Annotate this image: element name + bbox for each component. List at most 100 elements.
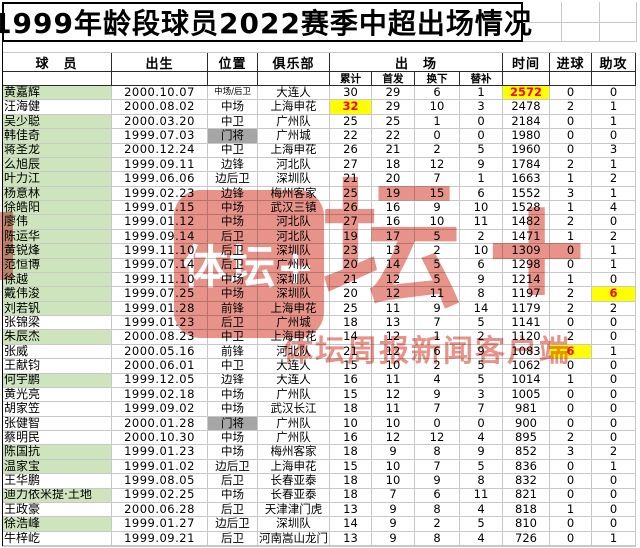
column-header-born[interactable]: 出生 <box>112 53 208 72</box>
cell-sub_on[interactable]: 11 <box>460 215 503 230</box>
cell-name[interactable]: 张威 <box>2 344 112 360</box>
cell-pos[interactable]: 边后卫 <box>208 517 258 532</box>
cell-born[interactable]: 1999.01.12 <box>112 215 208 230</box>
cell-sub_on[interactable]: 3 <box>460 100 503 115</box>
column-header-assists[interactable]: 助攻 <box>592 53 636 72</box>
subheader-blank[interactable] <box>2 72 112 86</box>
cell-starts[interactable]: 10 <box>372 474 415 489</box>
cell-apps[interactable]: 18 <box>330 316 372 331</box>
cell-starts[interactable]: 29 <box>372 100 415 115</box>
cell-assists[interactable]: 0 <box>592 316 636 331</box>
cell-starts[interactable]: 16 <box>372 215 415 230</box>
cell-born[interactable]: 1999.07.03 <box>112 129 208 144</box>
cell-apps[interactable]: 25 <box>330 114 372 130</box>
cell-minutes[interactable]: 832 <box>503 474 550 489</box>
cell-club[interactable]: 深圳队 <box>258 517 330 532</box>
cell-sub_off[interactable]: 0 <box>415 416 460 431</box>
cell-sub_on[interactable]: 9 <box>460 445 503 460</box>
cell-apps[interactable]: 21 <box>330 344 372 360</box>
cell-assists[interactable]: 0 <box>592 488 636 503</box>
subheader-blank[interactable] <box>258 72 330 86</box>
cell-pos[interactable]: 中场 <box>208 431 258 446</box>
cell-sub_off[interactable]: 7 <box>415 459 460 475</box>
cell-sub_on[interactable]: 5 <box>460 373 503 388</box>
cell-name[interactable]: 杨意林 <box>2 186 112 201</box>
cell-sub_off[interactable]: 4 <box>415 373 460 388</box>
cell-sub_on[interactable]: 6 <box>460 186 503 201</box>
cell-name[interactable]: 王献钧 <box>2 359 112 374</box>
cell-born[interactable]: 1999.01.28 <box>112 301 208 316</box>
cell-pos[interactable]: 中场 <box>208 445 258 460</box>
cell-born[interactable]: 1999.02.18 <box>112 387 208 403</box>
cell-minutes[interactable]: 1062 <box>503 359 550 374</box>
cell-club[interactable]: 河北队 <box>258 157 330 173</box>
cell-sub_on[interactable]: 0 <box>460 129 503 144</box>
cell-sub_off[interactable]: 9 <box>415 474 460 489</box>
cell-apps[interactable]: 27 <box>330 157 372 173</box>
cell-name[interactable]: 廖伟 <box>2 215 112 230</box>
cell-pos[interactable]: 门将 <box>208 416 258 431</box>
cell-minutes[interactable]: 852 <box>503 445 550 460</box>
cell-goals[interactable]: 0 <box>550 531 592 546</box>
cell-starts[interactable]: 10 <box>372 359 415 374</box>
cell-goals[interactable]: 0 <box>550 143 592 158</box>
cell-minutes[interactable]: 2184 <box>503 114 550 130</box>
cell-minutes[interactable]: 2478 <box>503 100 550 115</box>
cell-name[interactable]: 黄锐烽 <box>2 244 112 259</box>
cell-club[interactable]: 梅州客家 <box>258 186 330 201</box>
cell-starts[interactable]: 9 <box>372 445 415 460</box>
cell-starts[interactable]: 11 <box>372 301 415 316</box>
cell-born[interactable]: 2000.10.07 <box>112 86 208 101</box>
cell-born[interactable]: 1999.09.14 <box>112 229 208 245</box>
cell-sub_on[interactable]: 10 <box>460 201 503 216</box>
cell-born[interactable]: 1999.01.02 <box>112 459 208 475</box>
cell-born[interactable]: 1999.07.14 <box>112 258 208 273</box>
cell-club[interactable]: 天津津门虎 <box>258 502 330 518</box>
cell-club[interactable]: 广州队 <box>258 387 330 403</box>
cell-name[interactable]: 陈运华 <box>2 229 112 245</box>
cell-starts[interactable]: 12 <box>372 344 415 360</box>
cell-born[interactable]: 2000.08.23 <box>112 330 208 345</box>
cell-sub_on[interactable]: 4 <box>460 431 503 446</box>
cell-starts[interactable]: 14 <box>372 258 415 273</box>
cell-assists[interactable]: 1 <box>592 244 636 259</box>
cell-apps[interactable]: 15 <box>330 359 372 374</box>
cell-born[interactable]: 1999.02.25 <box>112 488 208 503</box>
cell-sub_off[interactable]: 6 <box>415 344 460 360</box>
cell-goals[interactable]: 0 <box>550 244 592 259</box>
cell-starts[interactable]: 11 <box>372 402 415 417</box>
cell-minutes[interactable]: 1014 <box>503 373 550 388</box>
cell-club[interactable]: 河北队 <box>258 344 330 360</box>
cell-goals[interactable]: 1 <box>550 201 592 216</box>
cell-pos[interactable]: 中场/后卫 <box>208 86 258 101</box>
cell-pos[interactable]: 中卫 <box>208 330 258 345</box>
cell-sub_on[interactable]: 0 <box>460 416 503 431</box>
cell-starts[interactable]: 22 <box>372 129 415 144</box>
cell-pos[interactable]: 中场 <box>208 387 258 403</box>
cell-assists[interactable]: 0 <box>592 416 636 431</box>
cell-pos[interactable]: 后卫 <box>208 258 258 273</box>
cell-name[interactable]: 汪海健 <box>2 100 112 115</box>
cell-pos[interactable]: 中卫 <box>208 359 258 374</box>
cell-sub_off[interactable]: 5 <box>415 272 460 288</box>
cell-assists[interactable]: 0 <box>592 359 636 374</box>
cell-pos[interactable]: 中场 <box>208 272 258 288</box>
cell-sub_on[interactable]: 6 <box>460 258 503 273</box>
cell-name[interactable]: 么旭辰 <box>2 157 112 173</box>
cell-born[interactable]: 2000.12.24 <box>112 143 208 158</box>
cell-assists[interactable]: 1 <box>592 100 636 115</box>
cell-sub_on[interactable]: 5 <box>460 143 503 158</box>
cell-assists[interactable]: 0 <box>592 517 636 532</box>
cell-apps[interactable]: 25 <box>330 301 372 316</box>
cell-sub_on[interactable]: 5 <box>460 316 503 331</box>
subcolumn-header-sub-on[interactable]: 替补 <box>460 72 503 86</box>
cell-sub_on[interactable]: 8 <box>460 287 503 302</box>
cell-assists[interactable]: 0 <box>592 431 636 446</box>
cell-pos[interactable]: 中场 <box>208 287 258 302</box>
cell-pos[interactable]: 后卫 <box>208 502 258 518</box>
cell-apps[interactable]: 32 <box>330 100 372 115</box>
cell-sub_off[interactable]: 12 <box>415 431 460 446</box>
cell-starts[interactable]: 17 <box>372 229 415 245</box>
cell-goals[interactable]: 0 <box>550 402 592 417</box>
cell-pos[interactable]: 中场 <box>208 100 258 115</box>
